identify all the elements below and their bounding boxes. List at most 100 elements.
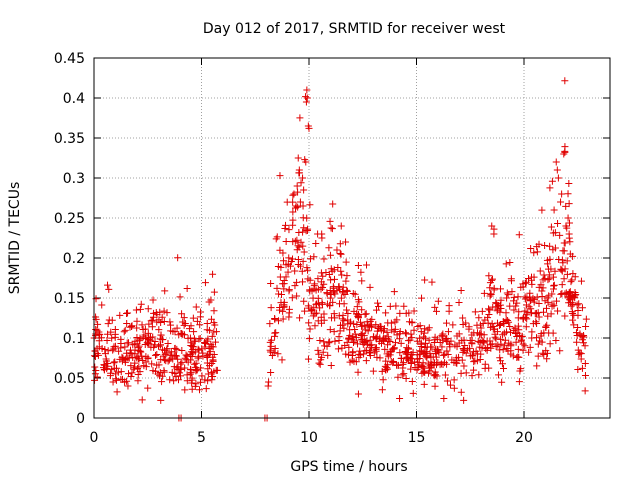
data-point bbox=[440, 394, 448, 402]
data-point bbox=[354, 340, 362, 348]
data-point bbox=[195, 346, 203, 354]
data-point bbox=[108, 365, 116, 373]
data-point bbox=[384, 352, 392, 360]
data-point bbox=[159, 336, 167, 344]
data-point bbox=[548, 177, 556, 185]
data-point bbox=[288, 294, 296, 302]
data-point bbox=[274, 262, 282, 270]
data-point bbox=[170, 352, 178, 360]
data-point bbox=[410, 326, 418, 334]
data-point bbox=[548, 300, 556, 308]
data-point bbox=[316, 337, 324, 345]
data-point bbox=[326, 251, 334, 259]
data-point bbox=[453, 332, 461, 340]
data-point bbox=[282, 221, 290, 229]
data-point bbox=[196, 378, 204, 386]
data-point bbox=[492, 299, 500, 307]
data-point bbox=[469, 352, 477, 360]
data-point bbox=[105, 285, 113, 293]
data-point bbox=[164, 357, 172, 365]
data-point bbox=[358, 306, 366, 314]
data-point bbox=[531, 310, 539, 318]
data-point bbox=[127, 362, 135, 370]
data-point bbox=[271, 315, 279, 323]
data-point bbox=[117, 335, 125, 343]
data-point bbox=[331, 275, 339, 283]
data-point bbox=[166, 351, 174, 359]
data-point bbox=[405, 309, 413, 317]
data-point bbox=[401, 329, 409, 337]
data-point bbox=[363, 346, 371, 354]
data-point bbox=[318, 300, 326, 308]
data-point bbox=[192, 359, 200, 367]
data-point bbox=[496, 354, 504, 362]
data-point bbox=[433, 346, 441, 354]
data-point bbox=[94, 351, 102, 359]
data-point bbox=[461, 341, 469, 349]
data-point bbox=[492, 335, 500, 343]
data-point bbox=[319, 348, 327, 356]
data-point bbox=[557, 265, 565, 273]
data-point bbox=[515, 231, 523, 239]
data-point bbox=[385, 336, 393, 344]
data-point bbox=[138, 396, 146, 404]
data-point bbox=[330, 266, 338, 274]
data-point bbox=[178, 310, 186, 318]
data-point bbox=[326, 301, 334, 309]
data-point bbox=[504, 316, 512, 324]
data-point bbox=[521, 295, 529, 303]
data-point bbox=[283, 198, 291, 206]
data-point bbox=[402, 349, 410, 357]
data-point bbox=[92, 325, 100, 333]
data-point bbox=[134, 364, 142, 372]
data-point bbox=[292, 202, 300, 210]
data-point bbox=[299, 278, 307, 286]
data-point bbox=[167, 348, 175, 356]
data-point bbox=[144, 355, 152, 363]
data-point bbox=[349, 349, 357, 357]
data-point bbox=[510, 293, 518, 301]
data-point bbox=[345, 343, 353, 351]
data-point bbox=[134, 371, 142, 379]
data-point bbox=[133, 317, 141, 325]
data-point bbox=[437, 360, 445, 368]
data-point bbox=[381, 345, 389, 353]
data-point bbox=[183, 371, 191, 379]
data-point bbox=[562, 289, 570, 297]
data-point bbox=[104, 360, 112, 368]
data-point bbox=[317, 285, 325, 293]
data-point bbox=[396, 349, 404, 357]
data-point bbox=[136, 305, 144, 313]
data-point bbox=[354, 368, 362, 376]
data-point bbox=[409, 389, 417, 397]
data-point bbox=[507, 275, 515, 283]
data-point bbox=[582, 315, 590, 323]
data-point bbox=[399, 359, 407, 367]
data-point bbox=[460, 396, 468, 404]
data-point bbox=[136, 347, 144, 355]
data-point bbox=[506, 258, 514, 266]
data-point bbox=[204, 365, 212, 373]
data-point bbox=[431, 303, 439, 311]
data-point bbox=[390, 344, 398, 352]
data-point bbox=[199, 349, 207, 357]
data-point bbox=[396, 395, 404, 403]
data-point bbox=[196, 335, 204, 343]
data-point bbox=[400, 302, 408, 310]
data-point bbox=[430, 339, 438, 347]
data-point bbox=[550, 282, 558, 290]
data-point bbox=[337, 267, 345, 275]
data-point bbox=[303, 94, 311, 102]
data-point bbox=[279, 257, 287, 265]
data-point bbox=[190, 360, 198, 368]
data-point bbox=[580, 339, 588, 347]
data-point bbox=[172, 373, 180, 381]
data-point bbox=[303, 86, 311, 94]
data-point bbox=[140, 362, 148, 370]
data-point bbox=[493, 300, 501, 308]
data-point bbox=[160, 307, 168, 315]
data-point bbox=[352, 333, 360, 341]
data-point bbox=[486, 306, 494, 314]
data-point bbox=[127, 373, 135, 381]
data-point bbox=[144, 336, 152, 344]
